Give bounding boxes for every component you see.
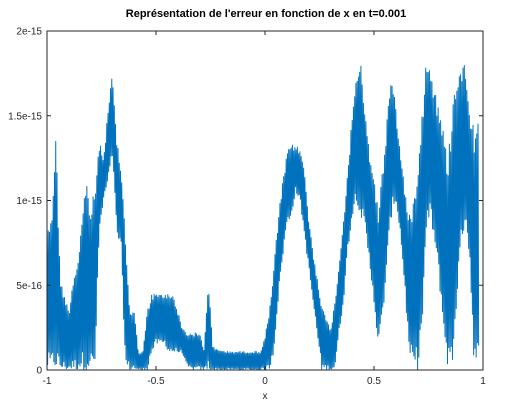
chart-title: Représentation de l'erreur en fonction d…: [126, 8, 406, 20]
series-line-erreur: [46, 64, 480, 371]
y-axis: 0 5e-16 1e-15 1.5e-15 2e-15: [8, 27, 483, 377]
y-tick-label: 0: [36, 366, 42, 377]
x-tick-label: 1: [480, 376, 486, 387]
x-tick-label: -1: [43, 376, 52, 387]
y-tick-label: 5e-16: [16, 281, 42, 292]
x-tick-label: -0.5: [147, 376, 165, 387]
series-layer: [46, 64, 480, 371]
x-axis-label: x: [263, 391, 268, 402]
x-tick-label: 0.5: [367, 376, 381, 387]
y-tick-label: 1e-15: [16, 196, 42, 207]
y-tick-label: 1.5e-15: [8, 111, 42, 122]
y-tick-label: 2e-15: [16, 27, 42, 38]
x-tick-label: 0: [262, 376, 268, 387]
x-axis: -1 -0.5 0 0.5 1: [43, 31, 486, 387]
